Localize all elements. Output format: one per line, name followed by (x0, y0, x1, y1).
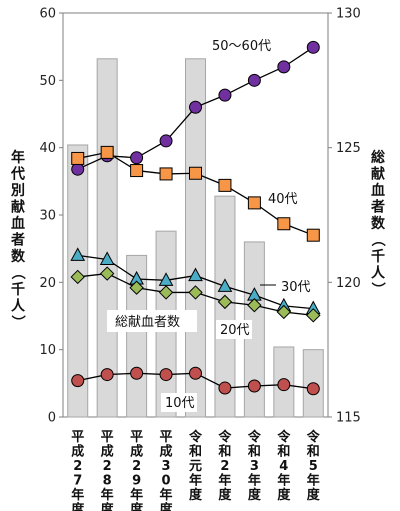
y2-tick-label-0: 115 (336, 411, 361, 426)
marker-series-1-2 (130, 164, 144, 178)
marker-series-2-4 (188, 267, 203, 282)
marker-series-3-8 (306, 308, 321, 323)
right-axis-ticks: 115 120 125 130 (328, 7, 361, 426)
x-tick-label-4: 令和元年度 (189, 429, 203, 503)
marker-series-3-6 (247, 298, 262, 313)
y-tick-label-1: 10 (39, 343, 56, 358)
y-axis-title-paren-10: ） (9, 315, 25, 329)
annotation-total: 総献血者数 (115, 315, 180, 330)
marker-series-0-3 (159, 134, 173, 148)
y-axis-title-paren-7: （ (9, 266, 25, 280)
marker-series-0-7 (277, 60, 291, 74)
marker-series-2-5 (217, 278, 233, 292)
marker-series-4-2 (130, 366, 144, 380)
marker-series-4-5 (218, 381, 232, 395)
marker-series-3-4 (188, 285, 203, 300)
annotation-50-60: 50〜60代 (212, 39, 271, 54)
marker-series-1-6 (247, 196, 261, 210)
marker-series-1-1 (100, 145, 114, 159)
x-tick-label-1: 平成 2 8 年度 (101, 430, 115, 511)
marker-series-4-0 (71, 374, 85, 388)
x-tick-label-6: 令和 3 年度 (248, 429, 262, 503)
y-tick-label-4: 40 (39, 141, 56, 156)
marker-series-4-6 (247, 379, 261, 393)
marker-series-0-5 (218, 88, 232, 102)
x-tick-label-8: 令和 5 年度 (307, 429, 321, 503)
label30-bg (277, 277, 313, 296)
marker-series-0-4 (189, 100, 202, 114)
y-tick-label-2: 20 (39, 276, 56, 291)
annotation-40: 40代 (268, 192, 298, 207)
marker-series-1-0 (71, 151, 85, 165)
category-labels: 平成 2 7 年度 平成 2 8 年度 平成 2 9 年度 平成 3 0 年度 令和元年度 令和 2 年度 令和 3 年度 令… (71, 429, 321, 511)
marker-series-1-3 (159, 167, 173, 181)
total-label-bg (107, 310, 197, 332)
annotation-20: 20代 (220, 323, 250, 338)
y-axis-title: 年代別献血者数千人 (10, 149, 26, 315)
marker-series-0-6 (247, 73, 261, 87)
marker-series-4-3 (159, 368, 173, 382)
y-tick-label-0: 0 (48, 411, 56, 426)
annotation-10: 10代 (165, 396, 195, 411)
marker-series-2-1 (99, 251, 115, 265)
y2-tick-label-2: 125 (336, 141, 361, 156)
marker-series-3-3 (158, 285, 174, 300)
y2-axis-title-paren-5: （ (369, 233, 385, 247)
marker-series-3-1 (99, 266, 115, 281)
marker-series-4-7 (277, 378, 291, 392)
y2-axis-title-paren-8: ） (369, 282, 385, 296)
x-tick-label-7: 令和 4 年度 (277, 429, 291, 503)
marker-series-1-4 (189, 166, 202, 180)
y2-tick-label-1: 120 (336, 276, 361, 291)
y2-tick-label-3: 130 (336, 7, 361, 22)
x-tick-label-5: 令和 2 年度 (218, 429, 232, 503)
marker-series-2-0 (70, 247, 86, 261)
left-axis-title: 年代別献血者数千人（ ） (9, 149, 26, 329)
marker-series-1-5 (218, 178, 232, 192)
x-tick-label-0: 平成 2 7 年度 (71, 430, 85, 511)
marker-series-0-8 (306, 40, 320, 54)
bar-total-1 (96, 58, 118, 418)
label10-bg (161, 393, 197, 412)
left-axis-ticks: 0 10 20 30 40 50 60 (39, 7, 63, 426)
marker-series-3-5 (217, 294, 233, 310)
marker-series-3-2 (129, 280, 144, 295)
marker-series-1-7 (277, 217, 291, 231)
y2-axis-title: 総献血者数千人 (371, 149, 386, 282)
y-tick-label-6: 60 (39, 7, 56, 22)
marker-series-4-1 (100, 368, 114, 382)
annotation-30: 30代 (281, 280, 311, 295)
marker-series-3-0 (70, 269, 85, 285)
y-tick-label-3: 30 (39, 209, 56, 224)
label20-bg (216, 320, 252, 339)
x-tick-label-2: 平成 2 9 年度 (130, 430, 144, 511)
marker-series-4-8 (306, 382, 320, 396)
right-axis-title: 総献血者数千人（ ） (369, 149, 386, 296)
marker-series-0-2 (130, 151, 144, 165)
annotations: 総献血者数 50〜60代 40代 30代 20代 10代 (107, 39, 313, 412)
marker-series-3-7 (276, 304, 292, 320)
y-tick-label-5: 50 (39, 74, 56, 89)
marker-series-0-0 (71, 162, 85, 176)
marker-series-4-4 (189, 366, 202, 380)
marker-series-1-8 (306, 228, 320, 242)
lines-layer (70, 40, 321, 396)
x-tick-label-3: 平成 3 0 年度 (160, 430, 174, 511)
